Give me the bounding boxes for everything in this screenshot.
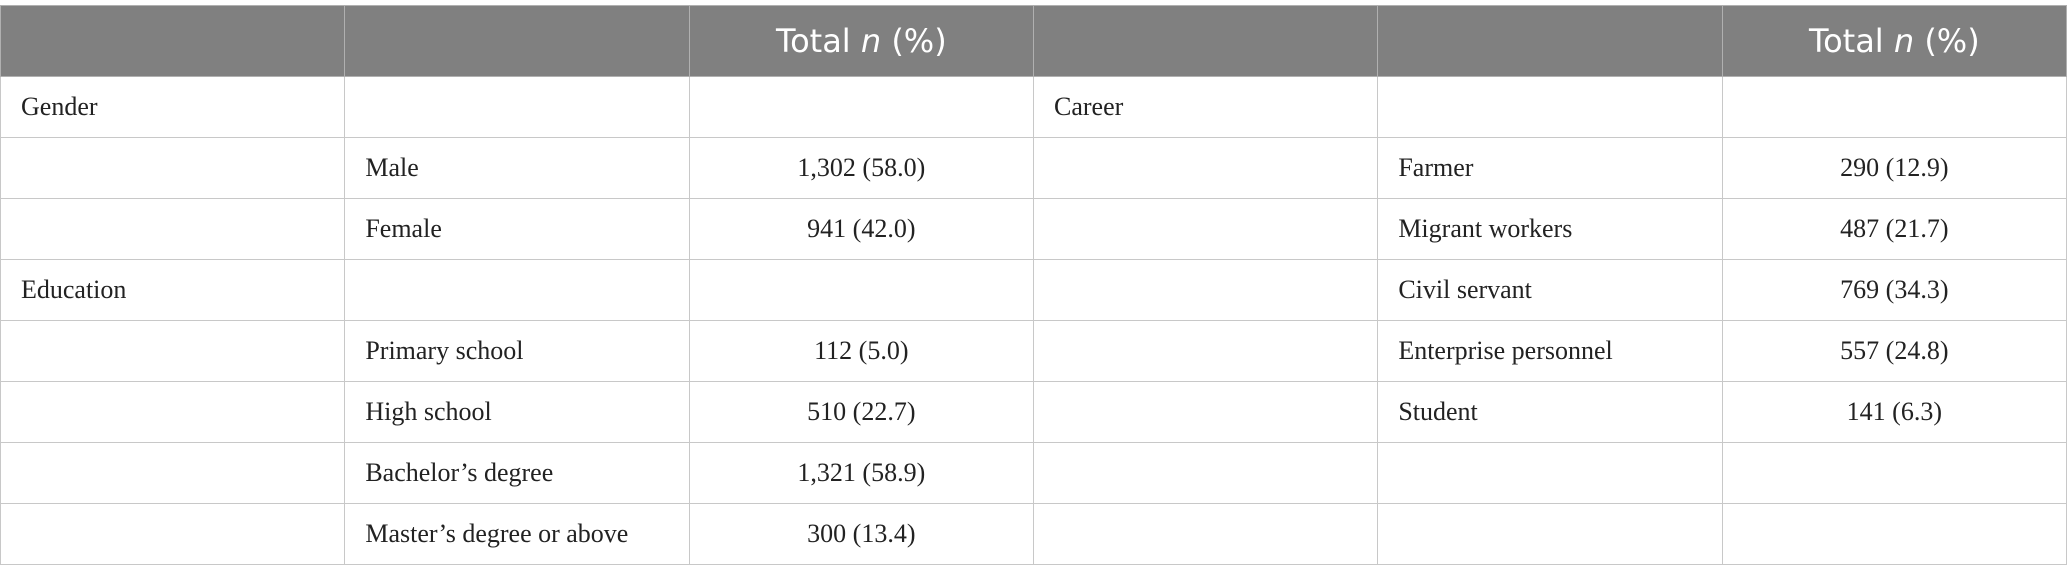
item-cell: Civil servant: [1377, 259, 1723, 321]
table-row: High school 510 (22.7) Student 141 (6.3): [0, 381, 2067, 443]
value-cell: 112 (5.0): [688, 320, 1034, 382]
item-cell: [1377, 76, 1723, 138]
group-cell: [0, 198, 346, 260]
value-cell: 1,321 (58.9): [688, 442, 1034, 504]
value-cell: [688, 259, 1034, 321]
item-cell: Farmer: [1377, 137, 1723, 199]
value-cell: 300 (13.4): [688, 503, 1034, 565]
header-row: Total n (%) Total n (%): [0, 5, 2067, 77]
header-cell: [1032, 5, 1379, 77]
item-cell: Female: [344, 198, 690, 260]
value-cell: 557 (24.8): [1721, 320, 2067, 382]
group-cell: [0, 320, 346, 382]
header-text: n: [860, 22, 882, 60]
item-cell: Migrant workers: [1377, 198, 1723, 260]
group-cell: Education: [0, 259, 346, 321]
group-cell: [1032, 259, 1379, 321]
table-body: Gender Career Male 1,302 (58.0) Farmer 290 (1…: [0, 76, 2067, 565]
item-cell: [344, 259, 690, 321]
header-cell: [0, 5, 346, 77]
value-cell: 941 (42.0): [688, 198, 1034, 260]
table-row: Gender Career: [0, 76, 2067, 138]
item-cell: Enterprise personnel: [1377, 320, 1723, 382]
header-cell: [1377, 5, 1723, 77]
item-cell: Bachelor’s degree: [344, 442, 690, 504]
item-cell: High school: [344, 381, 690, 443]
header-text: (%): [881, 22, 947, 60]
group-cell: [0, 137, 346, 199]
value-cell: 510 (22.7): [688, 381, 1034, 443]
value-cell: 1,302 (58.0): [688, 137, 1034, 199]
group-cell: [1032, 198, 1379, 260]
table-row: Master’s degree or above 300 (13.4): [0, 503, 2067, 565]
header-text: Total: [775, 22, 861, 60]
header-text: Total: [1808, 22, 1894, 60]
value-cell: [1721, 503, 2067, 565]
table-row: Primary school 112 (5.0) Enterprise person…: [0, 320, 2067, 382]
data-table: Total n (%) Total n (%) Gender Career Male 1…: [0, 5, 2067, 565]
value-cell: [688, 76, 1034, 138]
value-cell: 290 (12.9): [1721, 137, 2067, 199]
group-cell: [1032, 503, 1379, 565]
header-cell: Total n (%): [1721, 5, 2067, 77]
item-cell: [1377, 503, 1723, 565]
value-cell: 487 (21.7): [1721, 198, 2067, 260]
group-cell: [0, 381, 346, 443]
item-cell: Male: [344, 137, 690, 199]
group-cell: Career: [1032, 76, 1379, 138]
header-text: n: [1893, 22, 1915, 60]
item-cell: Master’s degree or above: [344, 503, 690, 565]
group-cell: [0, 503, 346, 565]
value-cell: [1721, 76, 2067, 138]
group-cell: [1032, 381, 1379, 443]
item-cell: [344, 76, 690, 138]
item-cell: [1377, 442, 1723, 504]
value-cell: [1721, 442, 2067, 504]
group-cell: [1032, 320, 1379, 382]
header-cell: Total n (%): [688, 5, 1034, 77]
group-cell: [0, 442, 346, 504]
header-cell: [344, 5, 690, 77]
group-cell: [1032, 137, 1379, 199]
value-cell: 769 (34.3): [1721, 259, 2067, 321]
table-row: Bachelor’s degree 1,321 (58.9): [0, 442, 2067, 504]
group-cell: [1032, 442, 1379, 504]
group-cell: Gender: [0, 76, 346, 138]
table-row: Male 1,302 (58.0) Farmer 290 (12.9): [0, 137, 2067, 199]
item-cell: Primary school: [344, 320, 690, 382]
table-row: Female 941 (42.0) Migrant workers 487 (21.7…: [0, 198, 2067, 260]
item-cell: Student: [1377, 381, 1723, 443]
table-row: Education Civil servant 769 (34.3): [0, 259, 2067, 321]
header-text: (%): [1914, 22, 1980, 60]
value-cell: 141 (6.3): [1721, 381, 2067, 443]
